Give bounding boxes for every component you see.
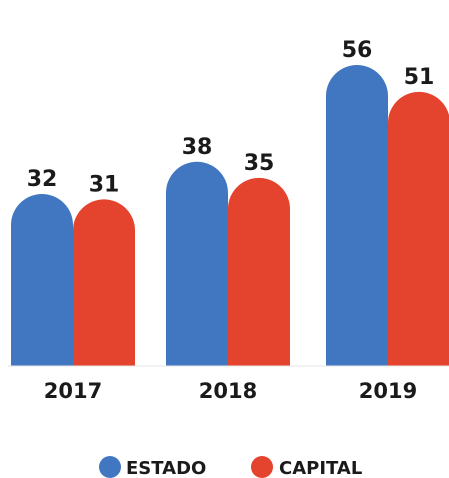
value-label-estado-2017: 32 — [27, 167, 58, 192]
legend-label-capital: CAPITAL — [279, 458, 362, 478]
value-label-capital-2017: 31 — [89, 172, 120, 197]
x-tick-label-2018: 2018 — [199, 379, 257, 403]
x-tick-label-2019: 2019 — [359, 379, 417, 403]
legend-swatch-capital — [251, 456, 273, 478]
value-label-estado-2019: 56 — [342, 38, 373, 63]
bars-group — [11, 65, 449, 366]
value-label-capital-2018: 35 — [244, 151, 275, 176]
bar-capital-2019 — [388, 91, 449, 366]
value-label-estado-2018: 38 — [182, 135, 213, 160]
legend-label-estado: ESTADO — [126, 458, 206, 478]
x-tick-label-2017: 2017 — [44, 379, 102, 403]
x-tick-labels-group: 2017 2018 2019 — [44, 379, 417, 403]
value-label-capital-2019: 51 — [404, 65, 435, 90]
legend-swatch-estado — [99, 456, 121, 478]
bar-estado-2017 — [11, 194, 73, 366]
bar-capital-2017 — [73, 199, 135, 366]
bar-estado-2018 — [166, 161, 228, 366]
bar-estado-2019 — [326, 65, 388, 366]
bar-capital-2018 — [228, 177, 290, 366]
legend: ESTADO CAPITAL — [99, 456, 362, 478]
value-labels-group: 32 31 38 35 56 51 — [27, 38, 435, 197]
